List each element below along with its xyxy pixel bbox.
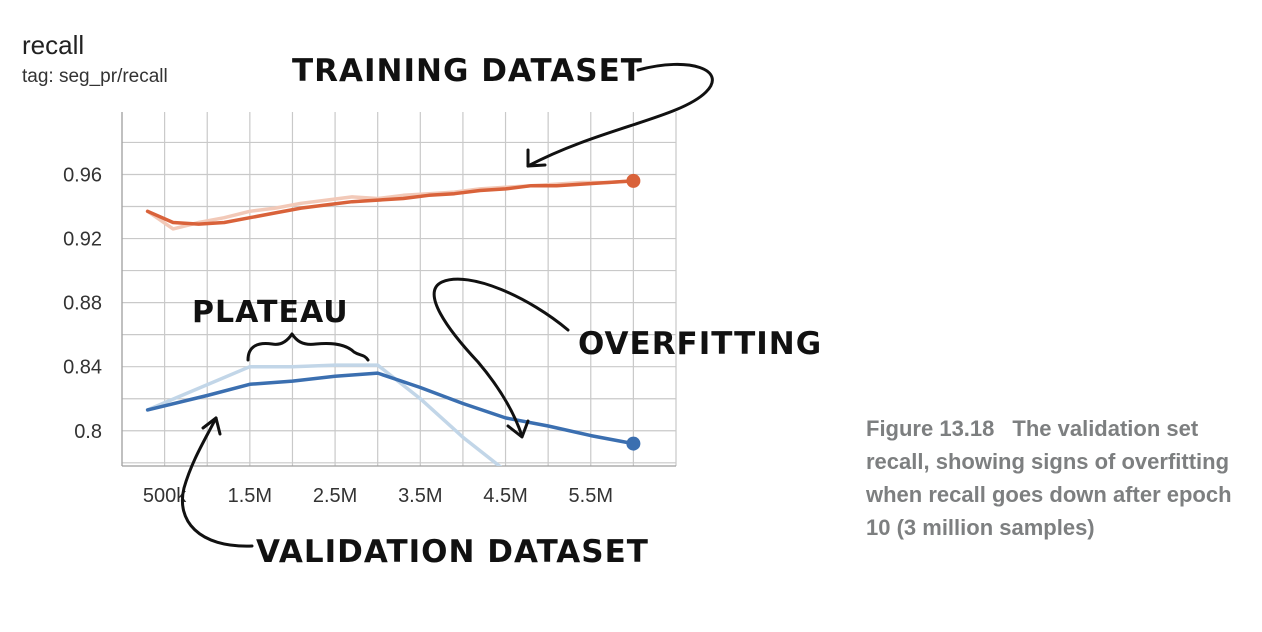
training-arrow bbox=[526, 62, 714, 168]
chart-title: recall bbox=[22, 30, 85, 60]
series-endpoint-validation-smoothed bbox=[626, 436, 641, 451]
chart-grid bbox=[121, 112, 677, 467]
axis-ticks: 500k 1.5M 2.5M 3.5M 4.5M 5.5M 0.8 0.84 0.88 0.92 0… bbox=[63, 164, 613, 507]
y-tick-label: 0.8 bbox=[74, 421, 102, 443]
x-tick-label: 500k bbox=[143, 485, 187, 507]
y-tick-label: 0.88 bbox=[63, 293, 102, 315]
overfitting-arrow bbox=[432, 277, 570, 438]
x-tick-label: 4.5M bbox=[483, 485, 527, 507]
x-tick-label: 1.5M bbox=[228, 485, 272, 507]
x-tick-label: 3.5M bbox=[398, 485, 442, 507]
x-tick-label: 2.5M bbox=[313, 485, 357, 507]
annotation-overfitting: OVERFITTING bbox=[578, 326, 822, 362]
annotation-validation: VALIDATION DATASET bbox=[256, 534, 649, 570]
validation-arrow bbox=[181, 416, 254, 548]
chart-series bbox=[145, 173, 641, 466]
series-line-training-smoothed bbox=[145, 179, 636, 226]
validation-arrowhead bbox=[201, 416, 222, 436]
x-tick-label: 5.5M bbox=[569, 485, 613, 507]
series-endpoint-training-smoothed bbox=[626, 173, 641, 188]
figure-caption: Figure 13.18 The validation set recall, s… bbox=[866, 412, 1246, 544]
y-tick-label: 0.92 bbox=[63, 229, 102, 251]
annotation-arrows bbox=[181, 62, 714, 548]
annotation-labels: TRAINING DATASET VALIDATION DATASET PLAT… bbox=[192, 53, 822, 570]
series-line-validation-smoothed bbox=[145, 371, 636, 446]
overfitting-arrowhead bbox=[506, 419, 530, 439]
annotation-training: TRAINING DATASET bbox=[292, 53, 643, 89]
training-arrowhead bbox=[526, 148, 547, 168]
y-tick-label: 0.84 bbox=[63, 357, 102, 379]
plateau-brace bbox=[246, 332, 370, 362]
caption-text: The validation set recall, showing signs… bbox=[866, 416, 1232, 540]
y-tick-label: 0.96 bbox=[63, 164, 102, 186]
annotation-plateau: PLATEAU bbox=[192, 295, 349, 330]
chart-subtitle: tag: seg_pr/recall bbox=[22, 66, 168, 87]
series-line-validation-raw bbox=[145, 363, 503, 466]
caption-label: Figure 13.18 bbox=[866, 416, 995, 441]
